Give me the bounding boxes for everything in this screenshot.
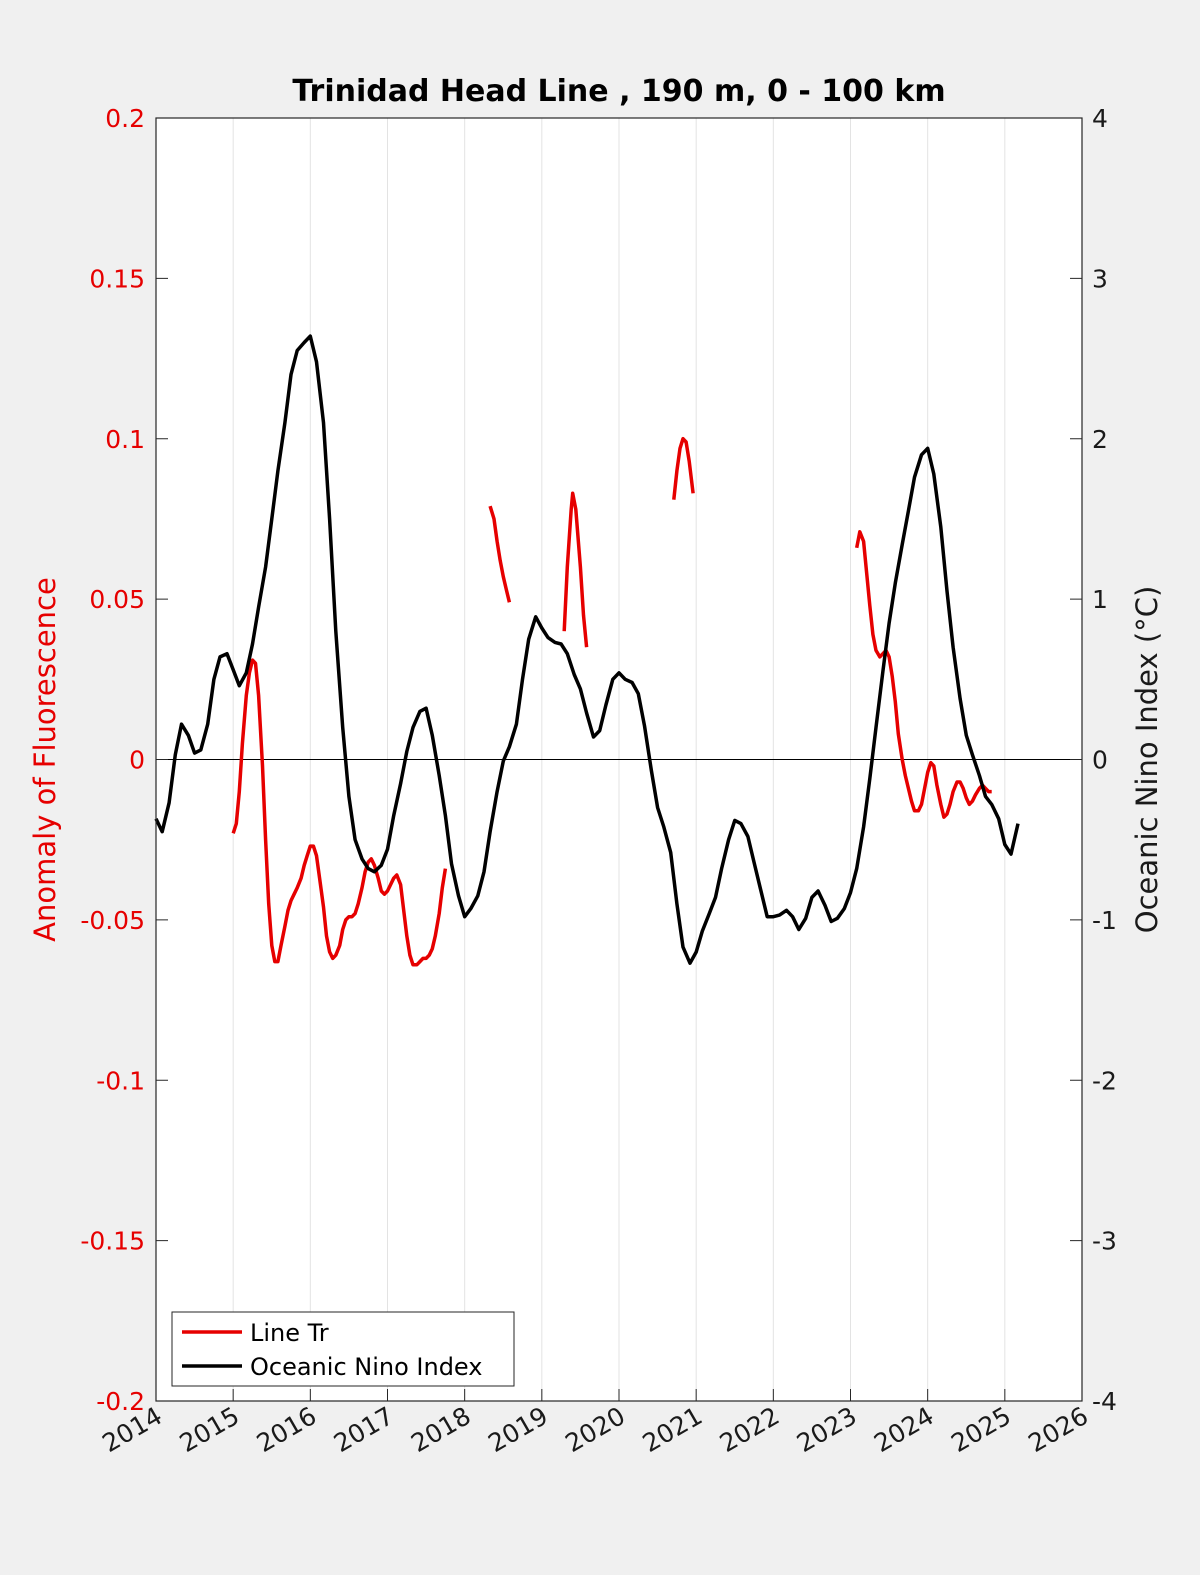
series-line-tr-segment	[672, 436, 695, 500]
x-tick-label: 2024	[869, 1401, 939, 1458]
series-line-tr-segment	[231, 658, 448, 967]
legend-box	[171, 1311, 515, 1387]
y-tick-label-right: 0	[1092, 746, 1108, 775]
legend: Line Tr Oceanic Nino Index	[171, 1311, 515, 1387]
x-tick-label: 2022	[715, 1401, 785, 1458]
y-tick-label-right: 3	[1092, 264, 1108, 293]
ticks-layer: 2 0 1 4 2015 2016 2017 2018 2019 2020 2021 2022 2023…	[80, 104, 1117, 1458]
y-tick-label-right: 1	[1092, 585, 1108, 614]
y-tick-label-left: -0.1	[96, 1066, 145, 1095]
y-tick-label-left: 0	[129, 746, 145, 775]
y-axis-label-left: Anomaly of Fluorescence	[28, 577, 62, 942]
series-oni-line	[154, 334, 1020, 965]
x-tick-label: 2020	[560, 1401, 630, 1458]
y-tick-label-right: 2	[1092, 425, 1108, 454]
y-tick-label-left: 0.05	[89, 585, 145, 614]
x-tick-label: 2025	[946, 1401, 1016, 1458]
series-line-tr-segment	[488, 505, 512, 603]
y-tick-label-right: -4	[1092, 1387, 1117, 1416]
x-tick-label: 2026	[1023, 1401, 1093, 1458]
y-tick-label-right: -3	[1092, 1227, 1117, 1256]
y-tick-label-left: 0.15	[89, 264, 145, 293]
y-tick-label-right: -1	[1092, 906, 1117, 935]
y-tick-label-left: 0.1	[105, 425, 145, 454]
y-tick-label-right: 4	[1092, 104, 1108, 133]
x-tick-label: 2015	[175, 1401, 245, 1458]
y-axis-label-right: Oceanic Nino Index (°C)	[1130, 586, 1164, 934]
x-tick-label: 2019	[483, 1401, 553, 1458]
legend-label-line-tr: Line Tr	[250, 1319, 329, 1347]
series-layer	[154, 334, 1020, 967]
x-tick-label: 2018	[406, 1401, 476, 1458]
y-tick-label-left: -0.05	[80, 906, 145, 935]
x-tick-label: 2017	[329, 1401, 399, 1458]
x-tick-label: 2023	[792, 1401, 862, 1458]
series-line-tr-segment	[562, 491, 589, 648]
x-tick-label: 2016	[252, 1401, 322, 1458]
y-tick-label-left: 0.2	[105, 104, 145, 133]
y-tick-label-left: -0.2	[96, 1387, 145, 1416]
x-tick-label: 2021	[638, 1401, 708, 1458]
y-tick-label-left: -0.15	[80, 1227, 145, 1256]
legend-label-oni: Oceanic Nino Index	[250, 1353, 482, 1381]
chart-title: Trinidad Head Line , 190 m, 0 - 100 km	[292, 74, 945, 109]
series-line-tr-segment	[854, 530, 992, 819]
y-tick-label-right: -2	[1092, 1066, 1117, 1095]
